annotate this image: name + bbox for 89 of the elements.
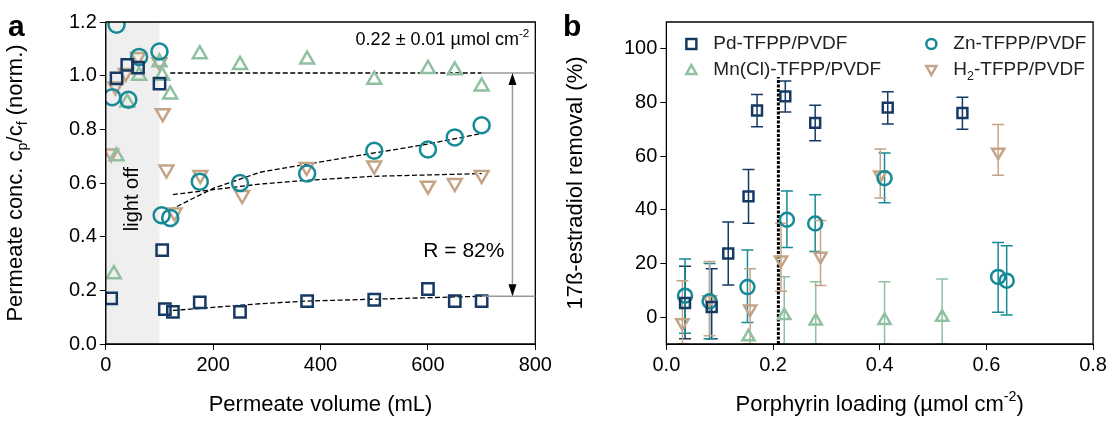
point [739,278,756,296]
point [166,304,180,319]
band-label: light off [120,166,143,232]
chart-title: a [8,9,25,43]
x-tick-label: 800 [518,352,552,375]
point [750,104,764,117]
point [722,247,735,260]
point [367,292,382,307]
point [162,85,179,100]
point [998,272,1015,289]
legend-label: Pd-TFPP/PVDF [713,32,848,54]
legend-label: Mn(Cl)-TFPP/PVDF [713,58,882,80]
point [742,304,758,318]
y-tick-label: 1.0 [68,63,97,86]
point [155,243,170,257]
point [778,211,796,229]
y-tick-label: 0.0 [68,331,97,354]
point [150,42,169,61]
point [421,282,435,296]
y-tick-label: 0 [646,304,658,327]
point [705,300,718,314]
point [741,328,756,342]
y-tick-label: 0.6 [68,170,97,193]
point [990,147,1006,161]
y-tick-label: 0.8 [68,116,97,139]
point [419,59,437,75]
x-tick-label: 0.0 [652,352,681,375]
point [876,169,893,187]
y-tick-label: 40 [635,197,658,220]
point [160,208,180,228]
point [233,304,247,319]
point [190,172,210,191]
x-tick-label: 0.8 [1079,352,1107,375]
point [105,291,119,306]
point [192,295,207,310]
y-tick-label: 0.2 [68,277,97,300]
point [297,164,317,183]
point [773,255,789,269]
x-tick-label: 600 [411,352,445,375]
y-tick-label: 1.2 [68,9,97,32]
y-tick-label: 0.4 [68,224,97,247]
point [231,55,249,71]
y-tick-label: 60 [635,143,658,166]
chart-title: b [563,9,582,43]
point [956,106,969,120]
y-tick-label: 20 [635,251,658,274]
point [447,294,462,308]
point [776,307,792,321]
point [120,58,135,72]
point [365,141,384,161]
x-tick-label: 0.4 [865,352,894,375]
point [473,77,490,92]
x-tick-label: 0.6 [972,352,1001,375]
y-axis-title: 17ß-estradiol removal (%) [562,56,588,310]
point [989,268,1007,286]
point [366,70,383,85]
x-tick-label: 400 [303,352,338,375]
annotation: R = 82% [423,238,505,262]
x-tick-label: 0 [100,352,112,375]
point [813,251,828,265]
point [808,116,822,130]
point [472,116,491,135]
point [152,76,167,91]
y-tick-label: 80 [635,90,658,113]
point [881,101,894,114]
y-tick-label: 100 [623,36,658,59]
point [152,205,171,225]
x-tick-label: 0.2 [759,352,787,375]
point [131,60,145,75]
x-axis-title: Permeate volume (mL) [208,391,433,417]
point [742,190,755,203]
point [157,302,172,317]
point [808,312,824,326]
legend-label: Zn-TFPP/PVDF [953,32,1087,54]
point [418,140,438,159]
point [678,296,692,310]
point [446,61,463,76]
x-tick-label: 200 [196,352,230,375]
point [806,215,824,232]
point [109,71,124,86]
point [191,44,208,60]
point [779,90,792,103]
point [298,50,316,65]
point [445,128,465,147]
point [300,294,315,308]
point [877,312,892,326]
y-axis-title: Permeate conc. cp/cf (norm.) [1,44,31,322]
point [230,173,250,193]
point [108,146,125,162]
